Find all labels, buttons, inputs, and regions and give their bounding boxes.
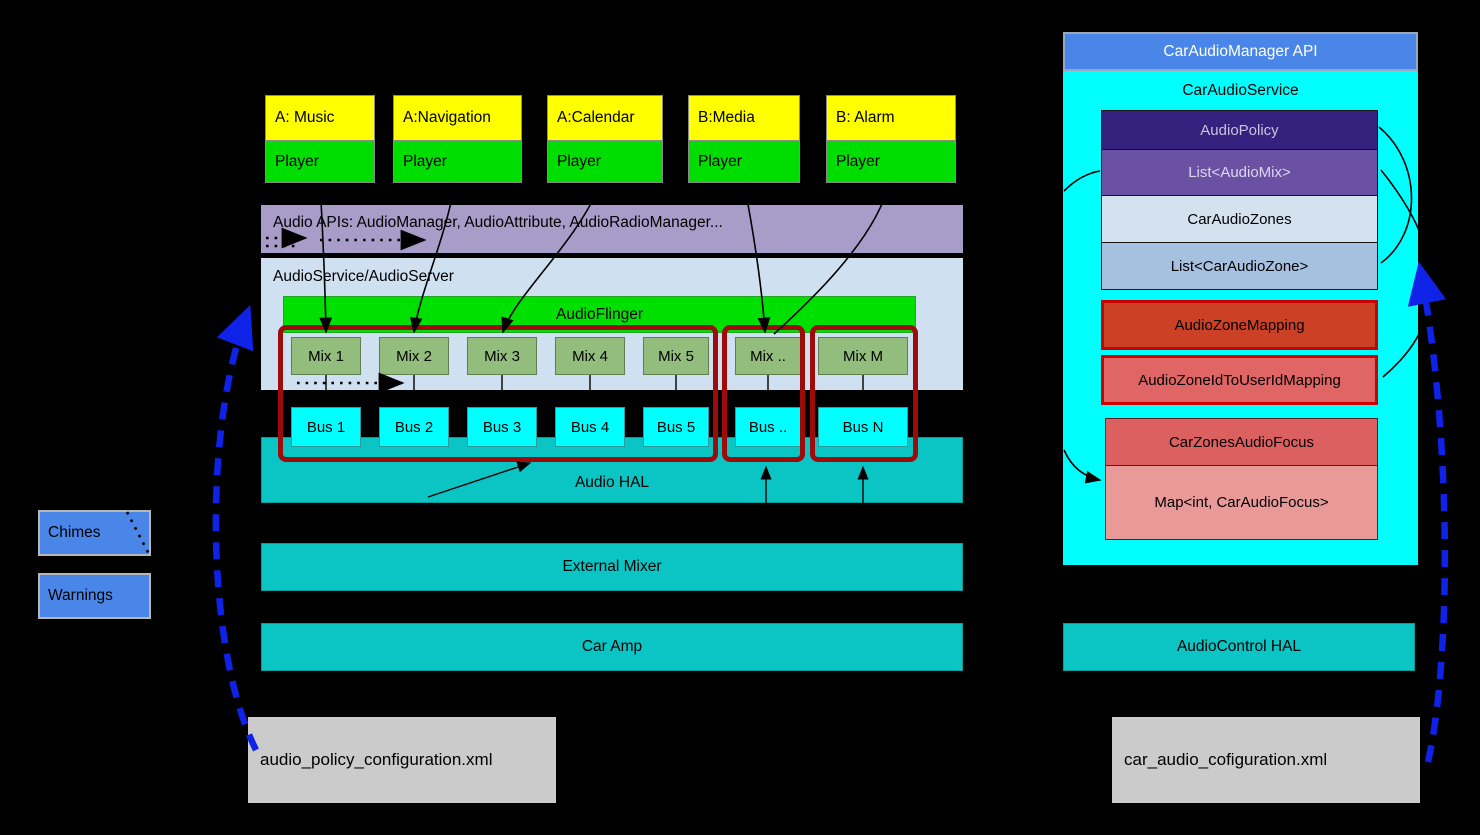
mix-box: Mix 1 (291, 337, 361, 375)
audio-zone-id-to-user-id-mapping-box: AudioZoneIdToUserIdMapping (1101, 355, 1378, 405)
bus-box: Bus N (818, 407, 908, 447)
bus-box: Bus 3 (467, 407, 537, 447)
audio-mix-list-box: List<AudioMix> (1101, 150, 1378, 196)
bus-box: Bus 2 (379, 407, 449, 447)
car-audio-service-title: CarAudioService (1182, 82, 1299, 99)
app-card-title: B:Media (688, 95, 800, 141)
app-card-player: Player (826, 141, 956, 183)
zone-group-n (810, 325, 918, 462)
focus-map-box: Map<int, CarAudioFocus> (1105, 465, 1378, 540)
mix-box: Mix M (818, 337, 908, 375)
car-audio-zone-list-box: List<CarAudioZone> (1101, 243, 1378, 290)
car-amp-bar: Car Amp (261, 623, 963, 671)
app-card-player: Player (688, 141, 800, 183)
audio-service-title: AudioService/AudioServer (273, 268, 454, 285)
app-card-player: Player (547, 141, 663, 183)
mix-box: Mix 3 (467, 337, 537, 375)
audio-control-hal-bar: AudioControl HAL (1063, 623, 1415, 671)
app-card-title: A: Music (265, 95, 375, 141)
app-card-player: Player (393, 141, 522, 183)
car-audio-zones-box: CarAudioZones (1101, 196, 1378, 243)
audio-apis-bar: Audio APIs: AudioManager, AudioAttribute… (261, 205, 963, 253)
app-card-player: Player (265, 141, 375, 183)
mix-box: Mix .. (735, 337, 801, 375)
audio-policy-box: AudioPolicy (1101, 110, 1378, 150)
zone-group-secondary (722, 325, 805, 462)
bus-box: Bus 1 (291, 407, 361, 447)
app-card-title: A:Navigation (393, 95, 522, 141)
bus-box: Bus 5 (643, 407, 709, 447)
bus-box: Bus .. (735, 407, 801, 447)
mix-box: Mix 5 (643, 337, 709, 375)
bus-box: Bus 4 (555, 407, 625, 447)
external-mixer-bar: External Mixer (261, 543, 963, 591)
app-card-title: B: Alarm (826, 95, 956, 141)
audio-apis-label: Audio APIs: AudioManager, AudioAttribute… (273, 214, 723, 231)
chimes-box: Chimes (38, 510, 151, 556)
car-zones-audio-focus-box: CarZonesAudioFocus (1105, 418, 1378, 465)
mix-box: Mix 4 (555, 337, 625, 375)
car-audio-configuration-file: car_audio_cofiguration.xml (1112, 717, 1420, 803)
warnings-box: Warnings (38, 573, 151, 619)
mix-box: Mix 2 (379, 337, 449, 375)
audio-zone-mapping-box: AudioZoneMapping (1101, 300, 1378, 350)
audio-policy-configuration-file: audio_policy_configuration.xml (248, 717, 556, 803)
zone-group-primary (278, 325, 718, 462)
app-card-title: A:Calendar (547, 95, 663, 141)
car-audio-manager-api-header: CarAudioManager API (1063, 32, 1418, 71)
